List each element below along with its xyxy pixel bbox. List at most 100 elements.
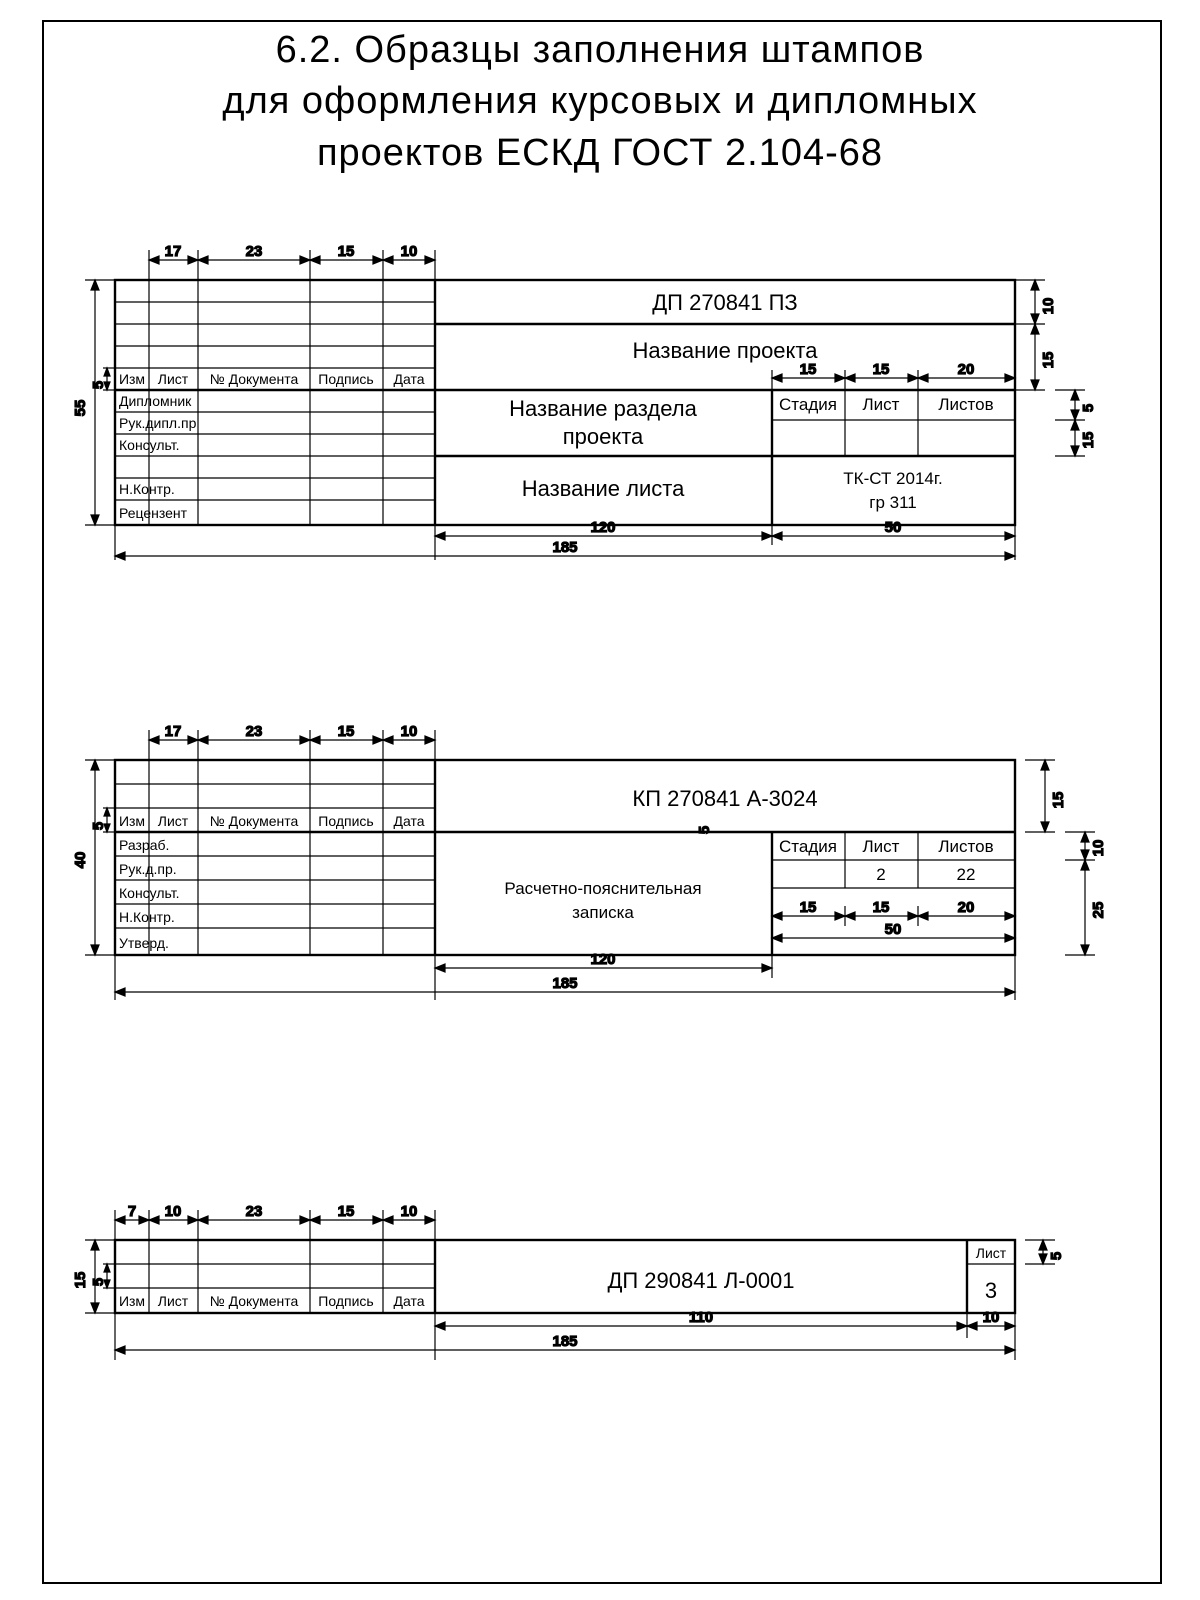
hdr-list: Лист — [158, 371, 189, 387]
s2-ndoc: № Документа — [210, 813, 299, 829]
dim-sc20: 20 — [958, 361, 975, 378]
s2-role2: Рук.д.пр. — [119, 861, 177, 877]
s1-org2: гр 311 — [869, 493, 916, 512]
hdr-podp: Подпись — [318, 371, 373, 387]
s3-dr5: 5 — [1048, 1252, 1065, 1260]
title-line-2: для оформления курсовых и дипломных — [60, 76, 1140, 127]
s1-section2: проекта — [563, 424, 644, 449]
role-2: Рук.дипл.пр — [119, 415, 197, 431]
s3-d23: 23 — [246, 1203, 263, 1220]
s1-sheet: Название листа — [522, 476, 685, 501]
s2-code: КП 270841 А-3024 — [632, 786, 817, 811]
s1-listov: Листов — [938, 395, 993, 414]
s1-section1: Название раздела — [509, 396, 697, 421]
s2-listov: Листов — [938, 837, 993, 856]
s1-org1: ТК-СТ 2014г. — [843, 469, 942, 488]
s3-d10a: 10 — [165, 1203, 182, 1220]
s2-sc20: 20 — [958, 899, 975, 916]
stamp-1: Изм Лист № Документа Подпись Дата Диплом… — [55, 240, 1165, 570]
s3-d110: 110 — [689, 1309, 713, 1326]
s2-role3: Консульт. — [119, 885, 179, 901]
title-line-1: 6.2. Образцы заполнения штампов — [60, 25, 1140, 76]
s3-d15: 15 — [338, 1203, 355, 1220]
s2-d5b: 5 — [696, 826, 713, 834]
s2-sc15b: 15 — [873, 899, 890, 916]
s3-d10c: 10 — [983, 1309, 1000, 1326]
s2-d10: 10 — [401, 723, 418, 740]
s3-d10b: 10 — [401, 1203, 418, 1220]
s2-dims-top — [149, 730, 435, 760]
s2-desc2: записка — [572, 903, 634, 922]
s1-list: Лист — [863, 395, 900, 414]
dim-10: 10 — [401, 243, 418, 260]
s3-podp: Подпись — [318, 1293, 373, 1309]
dim-17: 17 — [165, 243, 182, 260]
dim-r10: 10 — [1040, 298, 1057, 315]
s2-sheetno: 2 — [876, 865, 885, 884]
role-1: Дипломник — [119, 393, 192, 409]
dim-120: 120 — [590, 519, 615, 536]
dim-50: 50 — [885, 519, 902, 536]
s2-role1: Разраб. — [119, 837, 169, 853]
role-6: Рецензент — [119, 505, 188, 521]
s3-listl: Лист — [976, 1245, 1007, 1261]
s2-dr10: 10 — [1090, 840, 1107, 857]
page: 6.2. Образцы заполнения штампов для офор… — [0, 0, 1200, 1600]
hdr-ndoc: № Документа — [210, 371, 299, 387]
dim-sc15b: 15 — [873, 361, 890, 378]
s3-list: Лист — [158, 1293, 189, 1309]
s2-dim-left — [85, 760, 115, 955]
s2-izm: Изм — [119, 813, 145, 829]
s2-d5: 5 — [90, 822, 107, 830]
role-3: Консульт. — [119, 437, 179, 453]
s3-izm: Изм — [119, 1293, 145, 1309]
stamp-3: Изм Лист № Документа Подпись Дата ДП 290… — [55, 1200, 1165, 1420]
dim-h5: 5 — [1080, 404, 1097, 412]
dim-h15: 15 — [1080, 432, 1097, 449]
s3-dims-top — [115, 1210, 435, 1240]
s2-listh: Лист — [863, 837, 900, 856]
s2-d40: 40 — [72, 852, 89, 869]
dim-23: 23 — [246, 243, 263, 260]
dim-r15: 15 — [1040, 352, 1057, 369]
hdr-izm: Изм — [119, 371, 145, 387]
s3-dim-left — [85, 1240, 115, 1313]
s2-d120: 120 — [590, 951, 615, 968]
s2-stadia: Стадия — [779, 837, 837, 856]
s1-dims-top — [149, 250, 435, 280]
s2-list: Лист — [158, 813, 189, 829]
dim-sc15a: 15 — [800, 361, 817, 378]
s2-desc1: Расчетно-пояснительная — [504, 879, 701, 898]
s2-role5: Утверд. — [119, 935, 169, 951]
s3-d185: 185 — [552, 1333, 577, 1350]
hdr-data: Дата — [393, 371, 424, 387]
s2-d17: 17 — [165, 723, 182, 740]
s2-d15: 15 — [338, 723, 355, 740]
s1-stadia: Стадия — [779, 395, 837, 414]
s3-data: Дата — [393, 1293, 424, 1309]
s2-sc15a: 15 — [800, 899, 817, 916]
s3-sheet: 3 — [985, 1278, 997, 1303]
s2-dr15: 15 — [1050, 792, 1067, 809]
page-title: 6.2. Образцы заполнения штампов для офор… — [60, 25, 1140, 179]
s2-data: Дата — [393, 813, 424, 829]
s2-d50: 50 — [885, 921, 902, 938]
dim-15: 15 — [338, 243, 355, 260]
s3-dl5: 5 — [90, 1278, 107, 1286]
s2-role4: Н.Контр. — [119, 909, 175, 925]
s2-d185: 185 — [552, 975, 577, 992]
s3-dl15: 15 — [72, 1272, 89, 1289]
dim-5a: 5 — [90, 381, 107, 389]
s2-dr25: 25 — [1090, 902, 1107, 919]
stamp-2: Изм Лист № Документа Подпись Дата Разраб… — [55, 720, 1165, 1020]
s1-code: ДП 270841 ПЗ — [652, 290, 797, 315]
title-line-3: проектов ЕСКД ГОСТ 2.104-68 — [60, 128, 1140, 179]
s2-sheetst: 22 — [957, 865, 976, 884]
role-5: Н.Контр. — [119, 481, 175, 497]
dim-55: 55 — [72, 400, 89, 417]
s3-code: ДП 290841 Л-0001 — [607, 1268, 794, 1293]
dim-185: 185 — [552, 539, 577, 556]
s3-d7: 7 — [128, 1203, 136, 1220]
s1-dim-left — [85, 280, 115, 525]
s2-dims-right — [1025, 760, 1095, 955]
